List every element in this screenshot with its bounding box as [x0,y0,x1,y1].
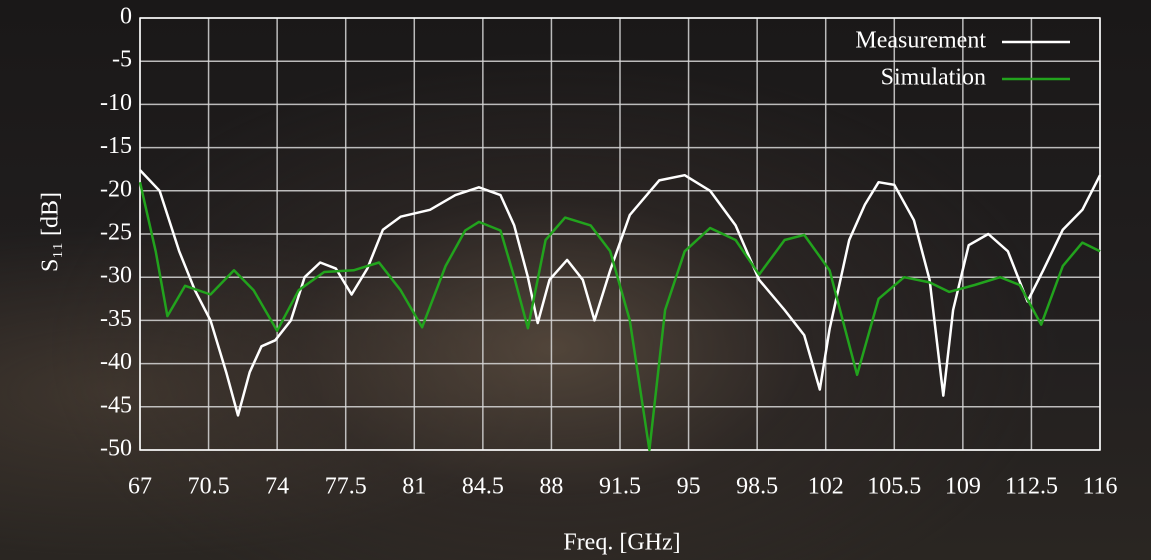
y-axis-label: S₁₁ [dB] [38,192,64,272]
x-tick-label: 88 [539,474,563,500]
x-tick-label: 81 [402,474,426,500]
x-tick-label: 109 [945,474,981,500]
y-tick-label: -30 [100,263,132,289]
y-tick-label: -25 [100,220,132,246]
y-tick-label: -20 [100,176,132,202]
y-tick-label: -40 [100,349,132,375]
x-tick-label: 91.5 [599,474,641,500]
series-line [138,181,1101,452]
plot-frame [139,17,1101,451]
x-tick-label: 116 [1082,474,1117,500]
y-tick-label: -15 [100,133,132,159]
x-tick-label: 67 [128,474,152,500]
y-tick-label: -5 [112,47,132,73]
x-tick-label: 74 [265,474,289,500]
x-tick-label: 98.5 [736,474,778,500]
y-tick-label: -50 [100,436,132,462]
x-tick-label: 77.5 [325,474,367,500]
legend-label: Simulation [881,65,986,91]
x-tick-label: 70.5 [188,474,230,500]
legend-label: Measurement [855,28,986,54]
x-tick-label: 84.5 [462,474,504,500]
y-tick-label: -10 [100,90,132,116]
x-axis-label: Freq. [GHz] [563,530,680,556]
x-tick-label: 95 [677,474,701,500]
x-tick-label: 112.5 [1005,474,1058,500]
y-tick-label: 0 [120,4,132,30]
y-tick-label: -35 [100,306,132,332]
series-line [139,169,1102,417]
y-tick-label: -45 [100,392,132,418]
x-tick-label: 105.5 [867,474,921,500]
x-tick-label: 102 [808,474,844,500]
